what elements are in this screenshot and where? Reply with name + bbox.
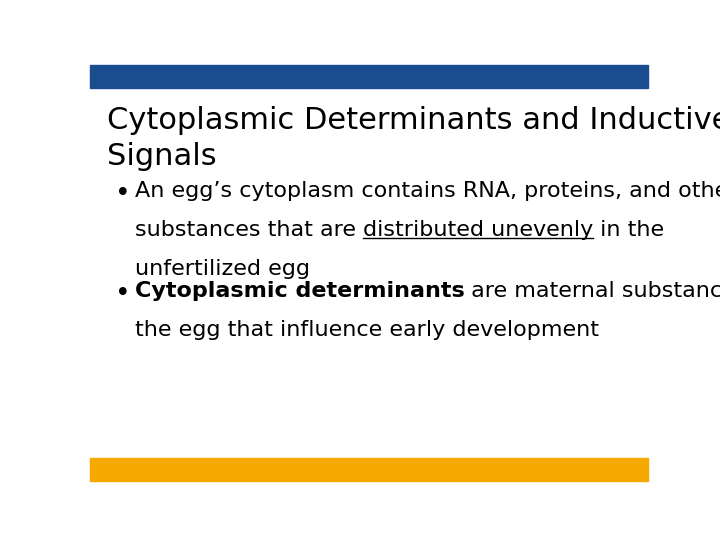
Text: distributed unevenly: distributed unevenly [363, 220, 593, 240]
Text: •: • [115, 281, 131, 307]
Text: substances that are: substances that are [135, 220, 363, 240]
Text: the egg that influence early development: the egg that influence early development [135, 320, 598, 340]
Bar [90, 458, 648, 481]
Text: are maternal substances in: are maternal substances in [464, 281, 720, 301]
Text: unfertilized egg: unfertilized egg [135, 259, 310, 279]
Text: Cytoplasmic determinants: Cytoplasmic determinants [135, 281, 464, 301]
Text: Cytoplasmic Determinants and Inductive
Signals: Cytoplasmic Determinants and Inductive S… [107, 106, 720, 171]
Bar [90, 65, 648, 87]
Text: An egg’s cytoplasm contains RNA, proteins, and other: An egg’s cytoplasm contains RNA, protein… [135, 181, 720, 201]
Text: © 2011 Pearson Education, Inc.: © 2011 Pearson Education, Inc. [107, 467, 305, 480]
Text: •: • [115, 181, 131, 207]
Text: in the: in the [593, 220, 664, 240]
